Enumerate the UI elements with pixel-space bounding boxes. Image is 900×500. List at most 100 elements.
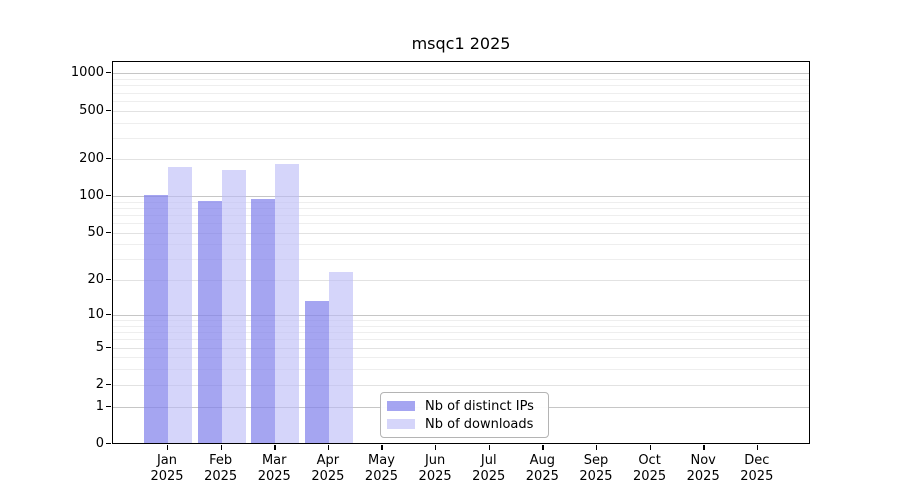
x-tick-month: Aug [529, 453, 556, 468]
y-tick [106, 279, 111, 281]
x-tick-year: 2025 [257, 469, 291, 484]
minor-gridline [113, 368, 809, 370]
y-tick [106, 195, 111, 197]
x-tick-label: Jun 2025 [407, 453, 463, 485]
legend-label: Nb of distinct IPs [425, 398, 534, 414]
x-tick [381, 445, 383, 450]
y-tick-label: 500 [79, 103, 104, 118]
y-tick [106, 443, 111, 445]
x-tick-label: Nov 2025 [675, 453, 731, 485]
x-tick [435, 445, 437, 450]
x-tick [542, 445, 544, 450]
gridline [113, 385, 809, 386]
x-tick-month: Nov [690, 453, 716, 468]
bar-jan-downloads [168, 166, 192, 443]
y-tick [106, 384, 111, 386]
x-tick-month: May [368, 453, 395, 468]
minor-gridline [113, 207, 809, 209]
x-tick-label: Feb 2025 [193, 453, 249, 485]
major-gridline [113, 315, 809, 316]
x-tick-year: 2025 [418, 469, 452, 484]
legend-item-downloads: Nb of downloads [387, 417, 542, 432]
bar-apr-downloads [328, 271, 353, 443]
x-tick-year: 2025 [633, 469, 667, 484]
y-tick-label: 200 [79, 151, 104, 166]
x-tick-label: Sep 2025 [568, 453, 624, 485]
y-tick-label: 20 [87, 272, 104, 287]
x-tick-label: Jul 2025 [461, 453, 517, 485]
minor-gridline [113, 357, 809, 358]
x-tick-month: Dec [744, 453, 770, 468]
minor-gridline [113, 223, 809, 225]
y-tick-label: 1000 [70, 65, 104, 80]
x-tick-year: 2025 [150, 469, 184, 484]
x-tick-month: Oct [638, 453, 661, 468]
bar-mar-downloads [275, 163, 300, 443]
x-tick-year: 2025 [472, 469, 506, 484]
y-tick-label: 5 [95, 340, 104, 355]
minor-gridline [113, 122, 809, 124]
gridline [113, 111, 809, 112]
x-tick-month: Sep [583, 453, 609, 468]
minor-gridline [113, 320, 809, 322]
x-tick-label: May 2025 [353, 453, 409, 485]
x-tick-label: Mar 2025 [246, 453, 302, 485]
downloads-swatch-icon [387, 419, 415, 429]
bar-mar-distinct-ips [251, 199, 276, 443]
distinct-ips-swatch-icon [387, 401, 415, 411]
x-tick [274, 445, 276, 450]
bar-feb-downloads [221, 169, 246, 443]
legend: Nb of distinct IPs Nb of downloads [380, 392, 549, 438]
bar-jan-distinct-ips [144, 195, 168, 443]
minor-gridline [113, 244, 809, 246]
x-tick [167, 445, 169, 450]
y-tick [106, 314, 111, 316]
x-tick-label: Aug 2025 [514, 453, 570, 485]
chart-title: msqc1 2025 [411, 34, 511, 53]
legend-item-distinct-ips: Nb of distinct IPs [387, 399, 542, 414]
x-tick-year: 2025 [740, 469, 774, 484]
x-tick-label: Oct 2025 [622, 453, 678, 485]
x-tick-label: Dec 2025 [729, 453, 785, 485]
x-tick [595, 445, 598, 450]
y-tick-label: 1 [95, 399, 104, 414]
gridline [113, 348, 809, 349]
x-tick-year: 2025 [311, 469, 345, 484]
x-tick-year: 2025 [364, 469, 399, 484]
legend-label: Nb of downloads [425, 416, 534, 432]
minor-gridline [113, 325, 809, 327]
y-tick [106, 232, 111, 234]
y-tick [106, 72, 111, 74]
minor-gridline [113, 331, 809, 333]
minor-gridline [113, 259, 809, 261]
y-tick-label: 2 [95, 377, 104, 392]
x-tick-label: Jan 2025 [139, 453, 195, 485]
x-tick-year: 2025 [579, 469, 613, 484]
x-tick-month: Jun [424, 453, 446, 468]
x-tick-month: Jan [156, 453, 178, 468]
x-tick-month: Jul [480, 453, 497, 468]
x-tick [703, 445, 705, 450]
x-tick [327, 445, 330, 450]
y-tick-label: 0 [95, 436, 104, 451]
gridline [113, 280, 809, 281]
minor-gridline [113, 92, 809, 94]
x-tick-month: Feb [209, 453, 233, 468]
y-tick-label: 10 [87, 307, 104, 322]
x-tick [488, 445, 491, 450]
minor-gridline [113, 101, 809, 102]
bar-feb-distinct-ips [197, 200, 222, 443]
gridline [113, 233, 809, 234]
x-tick-month: Mar [261, 453, 287, 468]
major-gridline [113, 196, 809, 197]
y-tick [106, 406, 111, 408]
x-tick-month: Apr [316, 453, 340, 468]
bar-apr-distinct-ips [304, 300, 329, 443]
y-tick [106, 347, 111, 349]
minor-gridline [113, 85, 809, 87]
x-tick [756, 445, 759, 450]
x-tick-year: 2025 [686, 469, 720, 484]
minor-gridline [113, 201, 809, 203]
x-tick-year: 2025 [204, 469, 238, 484]
